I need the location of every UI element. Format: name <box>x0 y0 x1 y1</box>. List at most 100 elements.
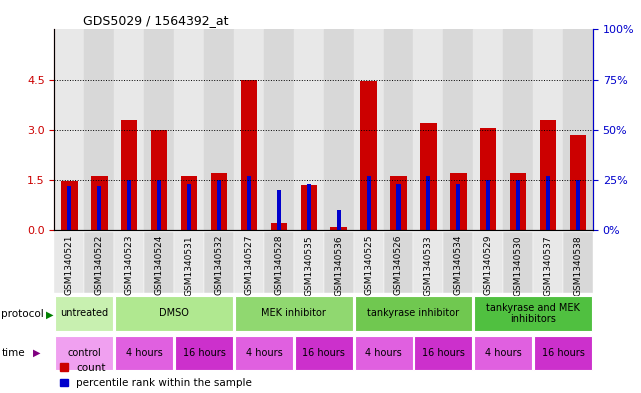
Bar <box>450 173 467 230</box>
Bar <box>114 232 144 293</box>
Bar <box>234 29 264 230</box>
Text: GSM1340529: GSM1340529 <box>484 235 493 296</box>
Text: 16 hours: 16 hours <box>422 348 465 358</box>
Bar <box>413 232 444 293</box>
Bar <box>413 29 444 230</box>
Bar <box>204 232 234 293</box>
Bar <box>235 336 293 370</box>
Bar <box>247 176 251 230</box>
Text: GSM1340533: GSM1340533 <box>424 235 433 296</box>
Text: 4 hours: 4 hours <box>485 348 522 358</box>
Text: control: control <box>67 348 101 358</box>
Bar <box>211 173 228 230</box>
Bar <box>390 176 406 230</box>
Bar <box>540 119 556 230</box>
Text: 16 hours: 16 hours <box>183 348 226 358</box>
Bar <box>241 79 257 230</box>
Bar <box>414 336 472 370</box>
Bar <box>115 296 233 331</box>
Bar <box>337 210 341 230</box>
Bar <box>510 173 526 230</box>
Bar <box>576 180 580 230</box>
Text: MEK inhibitor: MEK inhibitor <box>262 309 326 318</box>
Bar <box>546 176 550 230</box>
Bar <box>217 180 221 230</box>
Bar <box>54 232 85 293</box>
Bar <box>534 336 592 370</box>
Bar <box>62 182 78 230</box>
Bar <box>97 186 101 230</box>
Text: GSM1340530: GSM1340530 <box>513 235 522 296</box>
Text: GSM1340525: GSM1340525 <box>364 235 373 296</box>
Bar <box>121 119 138 230</box>
Legend: count, percentile rank within the sample: count, percentile rank within the sample <box>60 363 253 388</box>
Bar <box>55 296 113 331</box>
Bar <box>55 336 113 370</box>
Bar <box>563 29 593 230</box>
Text: 16 hours: 16 hours <box>542 348 585 358</box>
Text: GSM1340535: GSM1340535 <box>304 235 313 296</box>
Text: GSM1340523: GSM1340523 <box>125 235 134 296</box>
Bar <box>91 176 108 230</box>
Bar <box>331 227 347 230</box>
Bar <box>367 176 370 230</box>
Text: GSM1340526: GSM1340526 <box>394 235 403 296</box>
Text: GSM1340528: GSM1340528 <box>274 235 283 296</box>
Bar <box>486 180 490 230</box>
Bar <box>474 296 592 331</box>
Text: GSM1340524: GSM1340524 <box>154 235 163 295</box>
Bar <box>503 232 533 293</box>
Bar <box>301 185 317 230</box>
Bar <box>324 232 354 293</box>
Bar <box>295 336 353 370</box>
Bar <box>174 29 204 230</box>
Text: GSM1340538: GSM1340538 <box>574 235 583 296</box>
Bar <box>127 180 131 230</box>
Bar <box>294 29 324 230</box>
Text: time: time <box>1 348 25 358</box>
Bar <box>157 180 162 230</box>
Text: GSM1340532: GSM1340532 <box>215 235 224 296</box>
Bar <box>151 130 167 230</box>
Bar <box>354 336 413 370</box>
Text: GSM1340522: GSM1340522 <box>95 235 104 295</box>
Bar <box>204 29 234 230</box>
Bar <box>360 81 377 230</box>
Bar <box>85 29 114 230</box>
Bar <box>187 184 191 230</box>
Text: 4 hours: 4 hours <box>126 348 163 358</box>
Bar <box>271 222 287 230</box>
Bar <box>383 232 413 293</box>
Bar <box>533 232 563 293</box>
Bar <box>456 184 460 230</box>
Bar <box>54 29 85 230</box>
Text: ▶: ▶ <box>46 309 54 320</box>
Text: GSM1340531: GSM1340531 <box>185 235 194 296</box>
Bar <box>235 296 353 331</box>
Bar <box>570 135 587 230</box>
Bar <box>444 232 473 293</box>
Text: GSM1340527: GSM1340527 <box>244 235 253 296</box>
Text: 4 hours: 4 hours <box>246 348 282 358</box>
Bar <box>144 232 174 293</box>
Bar <box>563 232 593 293</box>
Bar <box>324 29 354 230</box>
Bar <box>115 336 173 370</box>
Bar <box>264 29 294 230</box>
Text: 4 hours: 4 hours <box>365 348 402 358</box>
Text: GSM1340534: GSM1340534 <box>454 235 463 296</box>
Bar <box>473 29 503 230</box>
Bar <box>474 336 532 370</box>
Bar <box>306 184 311 230</box>
Text: GSM1340521: GSM1340521 <box>65 235 74 296</box>
Bar <box>426 176 431 230</box>
Bar <box>533 29 563 230</box>
Bar <box>480 128 496 230</box>
Bar <box>264 232 294 293</box>
Bar <box>444 29 473 230</box>
Bar <box>67 186 72 230</box>
Bar <box>354 232 383 293</box>
Text: tankyrase and MEK
inhibitors: tankyrase and MEK inhibitors <box>486 303 580 324</box>
Bar <box>181 176 197 230</box>
Text: tankyrase inhibitor: tankyrase inhibitor <box>367 309 460 318</box>
